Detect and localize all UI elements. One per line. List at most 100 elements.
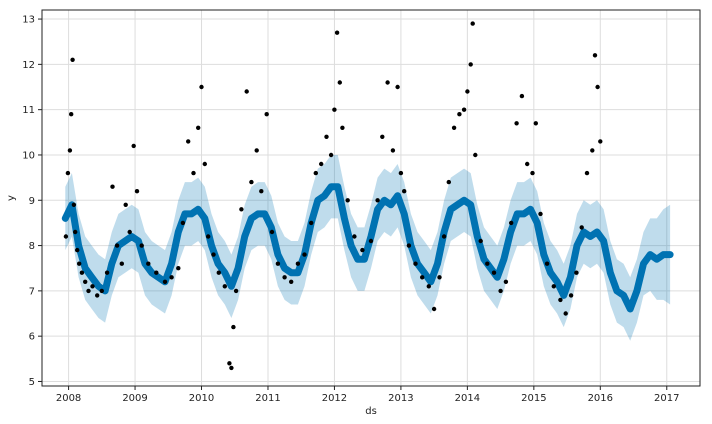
observation-point — [402, 189, 407, 194]
observation-point — [65, 170, 71, 176]
observation-point — [498, 288, 503, 294]
observation-point — [90, 284, 95, 289]
observation-point — [380, 134, 385, 139]
observation-point — [95, 293, 100, 298]
observation-point — [227, 361, 232, 366]
observation-point — [406, 243, 412, 248]
x-axis-label: ds — [365, 406, 377, 417]
observation-point — [75, 247, 80, 253]
observation-point — [319, 161, 324, 167]
observation-point — [563, 311, 568, 316]
observation-point — [249, 179, 254, 185]
observation-point — [574, 270, 579, 275]
x-tick-label: 2012 — [322, 393, 347, 404]
observation-point — [154, 270, 159, 275]
observation-point — [398, 170, 404, 176]
observation-point — [282, 275, 287, 280]
observation-point — [180, 220, 186, 226]
observation-point — [334, 30, 340, 35]
y-axis-ticks: 5 6 7 8 9 10 11 12 13 — [22, 15, 42, 388]
x-tick-label: 2008 — [56, 393, 81, 404]
observation-point — [191, 170, 196, 176]
observation-point — [491, 270, 497, 275]
x-tick-label: 2011 — [255, 393, 280, 404]
y-tick-label: 11 — [22, 105, 35, 116]
observation-point — [73, 229, 78, 235]
x-tick-label: 2016 — [588, 393, 613, 404]
observation-point — [470, 21, 475, 26]
observation-point — [340, 125, 345, 130]
observation-point — [451, 125, 457, 130]
observation-point — [309, 220, 314, 226]
observation-point — [99, 288, 105, 294]
observation-point — [485, 261, 490, 266]
observation-point — [345, 198, 350, 203]
y-tick-label: 8 — [29, 241, 35, 252]
observation-point — [176, 266, 181, 271]
observation-point — [229, 365, 234, 371]
observation-point — [269, 229, 275, 235]
observation-point — [368, 238, 374, 244]
observation-point — [162, 279, 168, 284]
x-axis-ticks: 2008 2009 2010 2011 2012 2013 2014 2015 2016 2017 — [56, 386, 679, 404]
observation-point — [199, 84, 204, 90]
observation-points — [63, 21, 603, 371]
y-tick-label: 7 — [29, 286, 35, 297]
observation-point — [431, 306, 437, 312]
observation-point — [244, 89, 249, 94]
observation-point — [592, 53, 598, 58]
observation-point — [385, 80, 390, 85]
observation-point — [390, 148, 396, 153]
observation-point — [465, 89, 470, 94]
observation-point — [579, 225, 584, 230]
observation-point — [551, 284, 556, 289]
observation-point — [544, 261, 550, 266]
observation-point — [360, 247, 365, 253]
observation-point — [79, 270, 85, 275]
observation-point — [525, 161, 530, 167]
observation-point — [202, 161, 207, 167]
observation-point — [264, 112, 269, 117]
observation-point — [86, 288, 91, 294]
observation-point — [413, 261, 418, 266]
observation-point — [169, 275, 174, 280]
observation-point — [186, 139, 191, 144]
observation-point — [239, 207, 244, 212]
observation-point — [426, 284, 431, 289]
y-tick-label: 9 — [29, 196, 35, 207]
observation-point — [110, 184, 115, 189]
observation-point — [395, 84, 400, 90]
y-tick-label: 5 — [29, 377, 35, 388]
observation-point — [77, 261, 82, 266]
observation-point — [538, 211, 543, 217]
observation-point — [216, 270, 221, 275]
observation-point — [519, 93, 525, 99]
observation-point — [514, 121, 519, 126]
observation-point — [231, 324, 236, 330]
observation-point — [509, 220, 514, 226]
observation-point — [70, 57, 75, 62]
observation-point — [437, 275, 442, 280]
y-tick-label: 10 — [22, 150, 35, 161]
observation-point — [83, 279, 88, 284]
x-tick-label: 2017 — [654, 393, 679, 404]
observation-point — [63, 234, 69, 239]
observation-point — [127, 229, 132, 235]
observation-point — [196, 125, 201, 130]
x-tick-label: 2015 — [521, 393, 546, 404]
y-tick-label: 13 — [22, 15, 35, 26]
observation-point — [259, 189, 264, 194]
observation-point — [337, 80, 342, 85]
x-tick-label: 2009 — [122, 393, 147, 404]
observation-point — [468, 62, 473, 67]
observation-point — [473, 152, 478, 158]
observation-point — [71, 202, 77, 207]
observation-point — [461, 107, 467, 112]
observation-point — [328, 152, 334, 158]
observation-point — [598, 139, 603, 144]
y-axis-label: y — [6, 195, 17, 201]
observation-point — [533, 121, 538, 126]
observation-point — [104, 270, 110, 275]
